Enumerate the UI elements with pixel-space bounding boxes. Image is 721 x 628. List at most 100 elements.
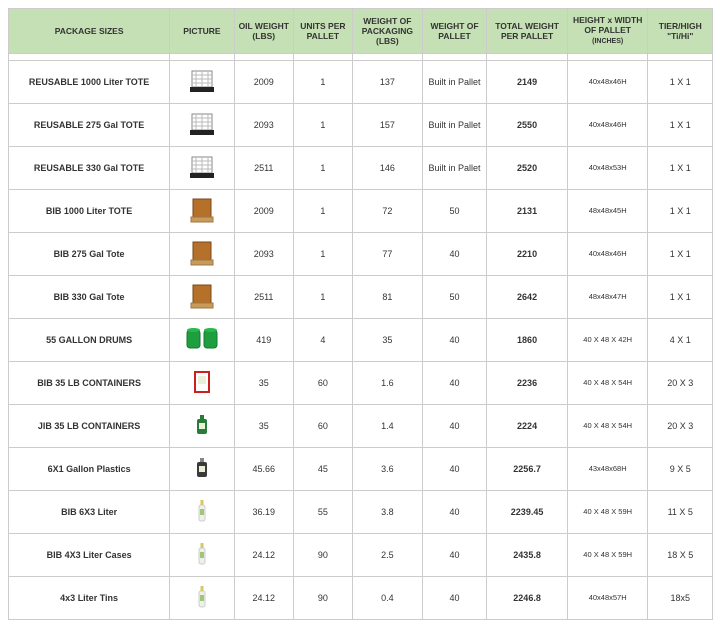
cell-picture bbox=[170, 404, 234, 447]
cell-total: 2236 bbox=[487, 361, 568, 404]
cell-units: 1 bbox=[293, 275, 352, 318]
cell-total: 2642 bbox=[487, 275, 568, 318]
cell-pallet: 40 bbox=[422, 533, 486, 576]
cell-tihi: 18 X 5 bbox=[648, 533, 713, 576]
cell-oil: 24.12 bbox=[234, 576, 293, 619]
cell-tihi: 20 X 3 bbox=[648, 361, 713, 404]
cell-pkg: 137 bbox=[352, 60, 422, 103]
table-row: 4x3 Liter Tins24.12900.4402246.840x48x57… bbox=[9, 576, 713, 619]
cell-pallet: 40 bbox=[422, 490, 486, 533]
table-row: BIB 6X3 Liter36.19553.8402239.4540 X 48 … bbox=[9, 490, 713, 533]
cell-name: BIB 4X3 Liter Cases bbox=[9, 533, 170, 576]
cell-pallet: Built in Pallet bbox=[422, 103, 486, 146]
drums-green-icon bbox=[185, 327, 219, 353]
cell-units: 90 bbox=[293, 533, 352, 576]
table-row: REUSABLE 1000 Liter TOTE20091137Built in… bbox=[9, 60, 713, 103]
cell-dims: 40 X 48 X 54H bbox=[567, 404, 648, 447]
cell-name: 4x3 Liter Tins bbox=[9, 576, 170, 619]
cell-tihi: 4 X 1 bbox=[648, 318, 713, 361]
cell-name: BIB 1000 Liter TOTE bbox=[9, 189, 170, 232]
cell-oil: 24.12 bbox=[234, 533, 293, 576]
table-row: BIB 275 Gal Tote209317740221040x48x46H1 … bbox=[9, 232, 713, 275]
table-row: JIB 35 LB CONTAINERS35601.440222440 X 48… bbox=[9, 404, 713, 447]
cell-pallet: 50 bbox=[422, 189, 486, 232]
h-dims: HEIGHT x WIDTH OF PALLET (INCHES) bbox=[567, 9, 648, 54]
jug-dark-icon bbox=[195, 457, 209, 481]
tote-white-icon bbox=[188, 153, 216, 183]
cell-name: JIB 35 LB CONTAINERS bbox=[9, 404, 170, 447]
cell-units: 45 bbox=[293, 447, 352, 490]
cell-pkg: 3.6 bbox=[352, 447, 422, 490]
cell-pallet: 40 bbox=[422, 404, 486, 447]
cell-pkg: 3.8 bbox=[352, 490, 422, 533]
cell-oil: 45.66 bbox=[234, 447, 293, 490]
h-units: UNITS PER PALLET bbox=[293, 9, 352, 54]
cell-tihi: 11 X 5 bbox=[648, 490, 713, 533]
cell-picture bbox=[170, 189, 234, 232]
cell-pallet: 40 bbox=[422, 447, 486, 490]
cell-oil: 2093 bbox=[234, 232, 293, 275]
cell-tihi: 1 X 1 bbox=[648, 275, 713, 318]
h-pkg: WEIGHT OF PACKAGING (LBS) bbox=[352, 9, 422, 54]
cell-picture bbox=[170, 146, 234, 189]
cell-oil: 2511 bbox=[234, 146, 293, 189]
cell-picture bbox=[170, 275, 234, 318]
cell-picture bbox=[170, 490, 234, 533]
cell-pkg: 157 bbox=[352, 103, 422, 146]
cell-units: 60 bbox=[293, 361, 352, 404]
cell-dims: 40x48x53H bbox=[567, 146, 648, 189]
cell-picture bbox=[170, 576, 234, 619]
cell-dims: 40 X 48 X 59H bbox=[567, 490, 648, 533]
cell-pkg: 146 bbox=[352, 146, 422, 189]
h-pallet: WEIGHT OF PALLET bbox=[422, 9, 486, 54]
cell-units: 4 bbox=[293, 318, 352, 361]
h-total: TOTAL WEIGHT PER PALLET bbox=[487, 9, 568, 54]
cell-units: 1 bbox=[293, 60, 352, 103]
cell-name: BIB 6X3 Liter bbox=[9, 490, 170, 533]
cell-name: 6X1 Gallon Plastics bbox=[9, 447, 170, 490]
cell-units: 1 bbox=[293, 232, 352, 275]
cell-total: 1860 bbox=[487, 318, 568, 361]
cell-picture bbox=[170, 60, 234, 103]
box-brown-icon bbox=[188, 196, 216, 226]
cell-oil: 2009 bbox=[234, 189, 293, 232]
cell-total: 2550 bbox=[487, 103, 568, 146]
cell-pallet: 40 bbox=[422, 318, 486, 361]
cell-dims: 40x48x46H bbox=[567, 103, 648, 146]
cell-name: BIB 35 LB CONTAINERS bbox=[9, 361, 170, 404]
cell-picture bbox=[170, 533, 234, 576]
cell-tihi: 20 X 3 bbox=[648, 404, 713, 447]
cell-pkg: 77 bbox=[352, 232, 422, 275]
cell-picture bbox=[170, 232, 234, 275]
cell-units: 1 bbox=[293, 103, 352, 146]
cell-picture bbox=[170, 447, 234, 490]
tote-white-icon bbox=[188, 110, 216, 140]
header-row: PACKAGE SIZES PICTURE OIL WEIGHT (LBS) U… bbox=[9, 9, 713, 54]
cell-pkg: 35 bbox=[352, 318, 422, 361]
cell-name: 55 GALLON DRUMS bbox=[9, 318, 170, 361]
cell-oil: 35 bbox=[234, 361, 293, 404]
h-oil: OIL WEIGHT (LBS) bbox=[234, 9, 293, 54]
cell-pkg: 0.4 bbox=[352, 576, 422, 619]
cell-pkg: 81 bbox=[352, 275, 422, 318]
cell-pallet: Built in Pallet bbox=[422, 146, 486, 189]
cell-dims: 40 X 48 X 42H bbox=[567, 318, 648, 361]
table-row: 6X1 Gallon Plastics45.66453.6402256.743x… bbox=[9, 447, 713, 490]
cell-total: 2239.45 bbox=[487, 490, 568, 533]
table-row: BIB 330 Gal Tote251118150264248x48x47H1 … bbox=[9, 275, 713, 318]
cell-oil: 2093 bbox=[234, 103, 293, 146]
table-row: BIB 1000 Liter TOTE200917250213148x48x45… bbox=[9, 189, 713, 232]
cell-tihi: 1 X 1 bbox=[648, 232, 713, 275]
bottle-icon bbox=[197, 585, 207, 611]
cell-pallet: 40 bbox=[422, 232, 486, 275]
cell-dims: 40x48x57H bbox=[567, 576, 648, 619]
table-row: BIB 4X3 Liter Cases24.12902.5402435.840 … bbox=[9, 533, 713, 576]
cell-units: 55 bbox=[293, 490, 352, 533]
cell-pallet: 50 bbox=[422, 275, 486, 318]
cell-name: BIB 330 Gal Tote bbox=[9, 275, 170, 318]
cell-tihi: 18x5 bbox=[648, 576, 713, 619]
cell-dims: 40x48x46H bbox=[567, 232, 648, 275]
cell-total: 2256.7 bbox=[487, 447, 568, 490]
h-picture: PICTURE bbox=[170, 9, 234, 54]
cell-tihi: 1 X 1 bbox=[648, 189, 713, 232]
